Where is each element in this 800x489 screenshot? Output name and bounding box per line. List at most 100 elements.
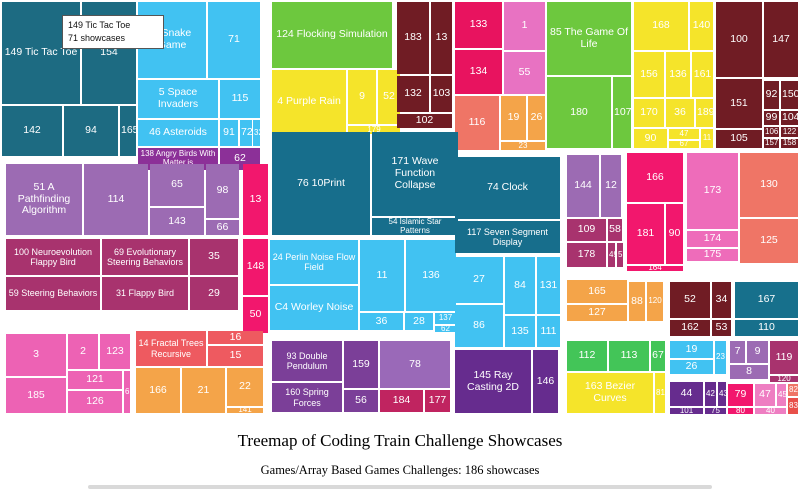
treemap-cell[interactable]: 116 xyxy=(455,96,499,150)
treemap-cell[interactable]: 126 xyxy=(68,391,122,413)
treemap-cell[interactable]: 27 xyxy=(455,257,503,303)
treemap-cell[interactable]: 145 Ray Casting 2D xyxy=(455,350,531,413)
treemap-cell[interactable]: 107 xyxy=(613,77,631,148)
treemap-cell[interactable]: 166 xyxy=(627,153,683,202)
treemap-cell[interactable]: 26 xyxy=(528,96,545,140)
treemap-cell[interactable]: 120 xyxy=(647,282,663,321)
treemap-cell[interactable]: 2 xyxy=(68,334,98,369)
treemap-cell[interactable]: 151 xyxy=(716,79,762,128)
treemap-cell[interactable]: 76 10Print xyxy=(272,132,370,235)
treemap-cell[interactable]: 56 xyxy=(344,390,378,412)
treemap-cell[interactable]: 75 xyxy=(705,408,726,414)
treemap-cell[interactable]: 94 xyxy=(64,106,118,156)
treemap-cell[interactable]: 29 xyxy=(190,277,238,310)
treemap-cell[interactable]: 130 xyxy=(740,153,798,217)
treemap-cell[interactable]: 136 xyxy=(666,52,690,97)
treemap-cell[interactable]: 113 xyxy=(609,341,649,371)
treemap-cell[interactable]: 119 xyxy=(770,341,798,374)
treemap-cell[interactable]: 47 xyxy=(755,384,775,406)
treemap-cell[interactable]: 82 xyxy=(788,384,798,396)
treemap-cell[interactable]: 81 xyxy=(655,373,665,413)
treemap-cell[interactable]: 53 xyxy=(712,320,731,336)
treemap-cell[interactable]: 175 xyxy=(687,249,738,261)
treemap-cell[interactable]: 1 xyxy=(504,2,545,50)
treemap-cell[interactable]: 15 xyxy=(208,346,263,366)
treemap-cell[interactable]: 3 Snake Game xyxy=(138,2,206,78)
treemap-cell[interactable]: 42 xyxy=(705,382,716,406)
treemap-cell[interactable]: 52 xyxy=(378,70,400,124)
treemap-cell[interactable]: 65 xyxy=(150,164,204,206)
treemap-cell[interactable]: 11 xyxy=(360,240,404,311)
treemap-cell[interactable]: 109 xyxy=(567,219,606,241)
treemap-cell[interactable]: 99 xyxy=(764,111,779,125)
treemap-cell[interactable]: 167 xyxy=(735,282,798,318)
treemap-cell[interactable]: 78 xyxy=(380,341,450,388)
treemap-cell[interactable]: 31 Flappy Bird xyxy=(102,277,188,310)
treemap-cell[interactable]: 157 xyxy=(764,139,779,148)
treemap-cell[interactable]: 44 xyxy=(670,382,703,406)
treemap-cell[interactable]: 12 xyxy=(601,155,621,217)
treemap-cell[interactable]: 178 xyxy=(567,243,606,267)
treemap-cell[interactable]: 148 xyxy=(243,239,268,295)
treemap-cell[interactable]: 21 xyxy=(182,368,225,413)
treemap-cell[interactable]: 115 xyxy=(220,80,260,118)
treemap-cell[interactable]: 43 xyxy=(718,382,726,406)
treemap-cell[interactable]: 125 xyxy=(740,219,798,263)
treemap-cell[interactable]: 93 Double Pendulum xyxy=(272,341,342,381)
treemap-cell[interactable]: 142 xyxy=(2,106,62,156)
treemap-cell[interactable]: 166 xyxy=(136,368,180,413)
treemap-cell[interactable]: 185 xyxy=(6,378,66,413)
treemap-cell[interactable]: 183 xyxy=(397,2,429,74)
treemap-cell[interactable]: 110 xyxy=(735,320,798,336)
treemap-cell[interactable]: 58 xyxy=(608,219,622,241)
treemap-cell[interactable]: 165 xyxy=(567,280,627,303)
treemap-cell[interactable]: 161 xyxy=(692,52,713,97)
treemap-cell[interactable]: 49 xyxy=(608,243,615,267)
treemap-cell[interactable]: 35 xyxy=(190,239,238,275)
treemap-cell[interactable]: 9 xyxy=(348,70,376,124)
treemap-cell[interactable]: 177 xyxy=(425,390,450,412)
treemap-cell[interactable]: 105 xyxy=(716,130,762,148)
treemap-cell[interactable]: 103 xyxy=(431,76,452,112)
treemap-cell[interactable]: 133 xyxy=(455,2,502,48)
treemap-cell[interactable]: 3 xyxy=(6,334,66,376)
treemap-cell[interactable]: 136 xyxy=(406,240,456,311)
treemap-cell[interactable]: 11 xyxy=(701,129,713,148)
treemap-cell[interactable]: 160 Spring Forces xyxy=(272,383,342,412)
treemap-cell[interactable]: 174 xyxy=(687,231,738,247)
treemap-cell[interactable]: 135 xyxy=(505,316,535,347)
treemap-cell[interactable]: 61 xyxy=(124,371,130,413)
treemap-cell[interactable]: 124 Flocking Simulation xyxy=(272,2,392,68)
treemap-cell[interactable]: 165 xyxy=(120,106,136,156)
treemap-cell[interactable]: 132 xyxy=(397,76,429,112)
treemap-cell[interactable]: 45 xyxy=(777,384,786,406)
treemap-cell[interactable]: 100 xyxy=(716,2,762,77)
treemap-cell[interactable]: 101 xyxy=(670,408,703,414)
treemap-cell[interactable]: 173 xyxy=(687,153,738,229)
treemap-cell[interactable]: 19 xyxy=(670,341,713,358)
treemap-cell[interactable]: 112 xyxy=(567,341,607,371)
treemap-cell[interactable]: 23 xyxy=(501,142,545,150)
treemap-cell[interactable]: 164 xyxy=(627,266,683,271)
treemap-cell[interactable]: 28 xyxy=(405,313,433,330)
treemap-cell[interactable]: 59 Steering Behaviors xyxy=(6,277,100,310)
treemap-cell[interactable]: 181 xyxy=(627,204,664,264)
treemap-cell[interactable]: 7 xyxy=(730,341,745,363)
treemap-cell[interactable]: 62 xyxy=(435,326,456,332)
treemap-cell[interactable]: 171 Wave Function Collapse xyxy=(372,132,458,216)
treemap-cell[interactable]: 52 xyxy=(670,282,710,318)
treemap-cell[interactable]: 111 xyxy=(537,316,560,347)
treemap-cell[interactable]: 189 xyxy=(696,99,713,127)
treemap-cell[interactable]: 84 xyxy=(505,257,535,314)
treemap-cell[interactable]: 50 xyxy=(243,297,268,333)
treemap-cell[interactable]: 150 xyxy=(781,81,798,109)
treemap-cell[interactable]: 121 xyxy=(68,371,122,389)
treemap-cell[interactable]: 4 Purple Rain xyxy=(272,70,346,134)
treemap-cell[interactable]: 122 xyxy=(781,127,798,137)
treemap-cell[interactable]: 134 xyxy=(455,50,502,94)
treemap-cell[interactable]: 156 xyxy=(634,52,664,97)
treemap-cell[interactable]: 144 xyxy=(567,155,599,217)
treemap-cell[interactable]: 40 xyxy=(755,408,786,414)
treemap-cell[interactable]: C4 Worley Noise xyxy=(270,286,358,330)
treemap-cell[interactable]: 141 xyxy=(227,408,263,413)
